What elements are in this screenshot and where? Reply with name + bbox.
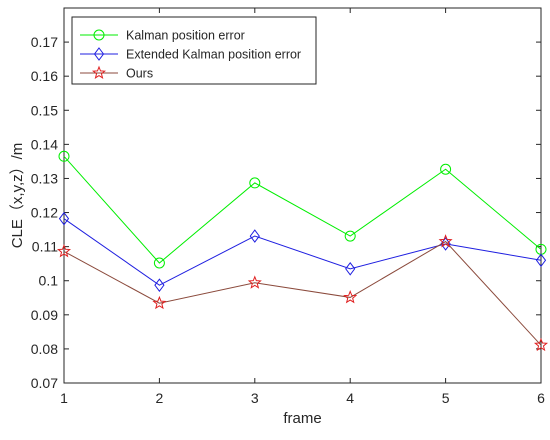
data-point-marker — [247, 275, 262, 289]
legend-entry: Ours — [80, 65, 153, 81]
data-point-marker — [56, 244, 72, 258]
y-tick-label: 0.09 — [31, 307, 58, 323]
y-tick-label: 0.08 — [31, 341, 58, 357]
data-point-marker — [533, 337, 549, 352]
data-point-marker — [58, 211, 70, 226]
data-point-marker — [152, 295, 167, 310]
series-3 — [56, 234, 549, 352]
data-point-marker — [249, 229, 260, 243]
data-point-marker — [249, 177, 261, 189]
y-tick-label: 0.13 — [31, 170, 58, 186]
legend-marker — [93, 29, 105, 41]
legend-entry: Extended Kalman position error — [80, 47, 301, 62]
y-tick-label: 0.07 — [31, 375, 58, 391]
legend-label: Kalman position error — [126, 29, 245, 43]
x-axis-title: frame — [283, 410, 321, 427]
series-line — [63, 218, 542, 286]
y-tick-label: 0.11 — [32, 239, 58, 255]
data-point-marker — [535, 253, 547, 268]
data-point-marker — [344, 230, 356, 242]
series-line — [63, 155, 542, 264]
series-line — [63, 240, 542, 346]
y-tick-label: 0.12 — [31, 205, 58, 221]
data-point-marker — [438, 234, 453, 248]
data-point-marker — [440, 163, 452, 175]
series-layer — [56, 150, 549, 352]
y-tick-label: 0.1 — [39, 273, 59, 289]
series-1 — [58, 150, 547, 269]
x-tick-label: 5 — [442, 390, 450, 406]
x-tick-label: 3 — [251, 390, 259, 406]
x-tick-label: 4 — [346, 390, 354, 406]
data-point-marker — [153, 257, 165, 269]
legend-label: Extended Kalman position error — [126, 48, 301, 62]
legend-marker — [93, 47, 105, 61]
x-tick-label: 6 — [537, 390, 545, 406]
data-point-marker — [343, 290, 358, 304]
y-tick-label: 0.14 — [31, 136, 58, 152]
data-point-marker — [58, 150, 70, 162]
legend-marker — [91, 65, 107, 79]
data-point-marker — [345, 261, 356, 276]
y-axis-title: CLE（x,y,z）/m — [9, 143, 26, 249]
data-point-marker — [154, 278, 165, 292]
legend-entry: Kalman position error — [80, 29, 245, 43]
x-axis-ticks: 1 2 3 4 5 6 — [60, 8, 545, 406]
y-tick-label: 0.15 — [31, 102, 58, 118]
x-tick-label: 2 — [156, 390, 164, 406]
y-tick-label: 0.16 — [31, 68, 58, 84]
x-tick-label: 1 — [60, 390, 68, 406]
legend-label: Ours — [126, 67, 153, 81]
series-2 — [58, 211, 547, 292]
y-axis-ticks: 0.07 0.08 0.09 0.1 0.11 0.12 0.13 0.14 0.15 0.16 0… — [31, 34, 541, 391]
y-tick-label: 0.17 — [31, 34, 58, 50]
legend: Kalman position error Extended Kalman pos… — [71, 16, 317, 85]
